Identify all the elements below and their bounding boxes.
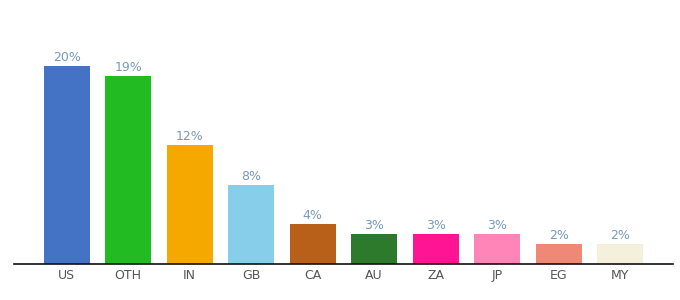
Text: 2%: 2% xyxy=(549,229,568,242)
Bar xyxy=(351,234,397,264)
Text: 3%: 3% xyxy=(487,219,507,232)
Text: 20%: 20% xyxy=(53,51,81,64)
Bar xyxy=(597,244,643,264)
Bar xyxy=(228,185,274,264)
Bar xyxy=(167,145,213,264)
Bar xyxy=(290,224,336,264)
Text: 19%: 19% xyxy=(114,61,142,74)
Text: 12%: 12% xyxy=(175,130,203,143)
Bar xyxy=(105,76,151,264)
Text: 2%: 2% xyxy=(610,229,630,242)
Text: 4%: 4% xyxy=(303,209,322,222)
Bar xyxy=(44,66,90,264)
Bar xyxy=(536,244,581,264)
Text: 3%: 3% xyxy=(426,219,445,232)
Bar xyxy=(474,234,520,264)
Text: 8%: 8% xyxy=(241,170,261,183)
Bar xyxy=(413,234,459,264)
Text: 3%: 3% xyxy=(364,219,384,232)
